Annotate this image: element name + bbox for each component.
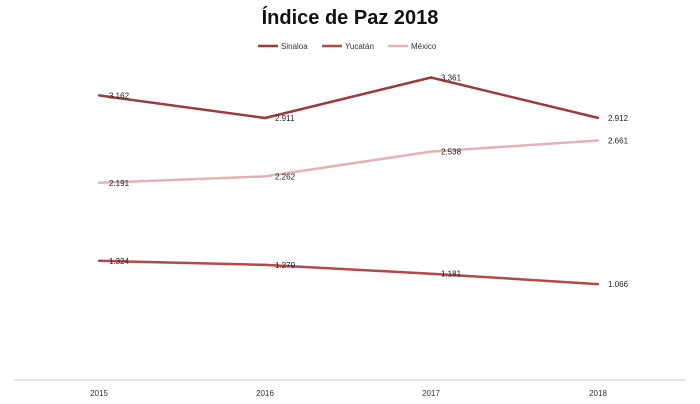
- series-lines: [97, 76, 600, 286]
- data-labels: 2.191 2.262 2.538 2.661 1.324 1.279 1.181 1.066…: [109, 74, 629, 290]
- data-label-yucatan-2016: 1.279: [275, 261, 296, 270]
- data-point-sinaloa-2018: [596, 116, 600, 120]
- data-label-sinaloa-2016: 2.911: [275, 114, 295, 123]
- data-point-sinaloa-2015: [97, 94, 101, 97]
- x-tick-label-2016: 2016: [256, 389, 274, 398]
- legend: Sinaloa Yucatán México: [258, 42, 437, 51]
- x-tick-label-2018: 2018: [589, 389, 607, 398]
- data-label-sinaloa-2015: 3.162: [109, 91, 130, 100]
- legend-label-mexico: México: [411, 42, 437, 51]
- data-point-sinaloa-2017: [429, 76, 433, 79]
- data-label-mexico-2017: 2.538: [441, 148, 462, 157]
- legend-item-mexico: México: [388, 42, 437, 51]
- data-point-yucatan-2015: [97, 259, 101, 262]
- legend-item-yucatan: Yucatán: [322, 42, 374, 51]
- legend-label-sinaloa: Sinaloa: [281, 42, 308, 51]
- data-point-mexico-2018: [596, 139, 600, 142]
- data-point-mexico-2015: [97, 181, 101, 184]
- data-point-yucatan-2018: [596, 282, 600, 286]
- data-label-yucatan-2015: 1.324: [109, 257, 130, 266]
- chart-title: Índice de Paz 2018: [262, 6, 439, 29]
- data-point-yucatan-2017: [429, 272, 433, 275]
- series-line-sinaloa: [98, 76, 599, 120]
- data-point-yucatan-2016: [263, 263, 267, 267]
- series-line-yucatan: [98, 259, 599, 286]
- data-label-yucatan-2017: 1.181: [441, 270, 462, 279]
- data-label-sinaloa-2018: 2.912: [608, 114, 629, 123]
- data-label-mexico-2015: 2.191: [109, 179, 130, 188]
- data-label-yucatan-2018: 1.066: [608, 280, 629, 289]
- legend-label-yucatan: Yucatán: [345, 42, 374, 51]
- series-line-mexico: [98, 139, 599, 185]
- data-point-mexico-2017: [429, 150, 433, 153]
- x-axis-tick-labels: 2015 2016 2017 2018: [90, 389, 607, 398]
- x-tick-label-2015: 2015: [90, 389, 108, 398]
- data-point-mexico-2016: [263, 175, 267, 178]
- data-label-mexico-2016: 2.262: [275, 172, 296, 181]
- data-label-sinaloa-2017: 3.361: [441, 74, 462, 83]
- data-label-mexico-2018: 2.661: [608, 137, 629, 146]
- data-point-sinaloa-2016: [263, 116, 267, 120]
- legend-item-sinaloa: Sinaloa: [258, 42, 308, 51]
- x-tick-label-2017: 2017: [422, 389, 440, 398]
